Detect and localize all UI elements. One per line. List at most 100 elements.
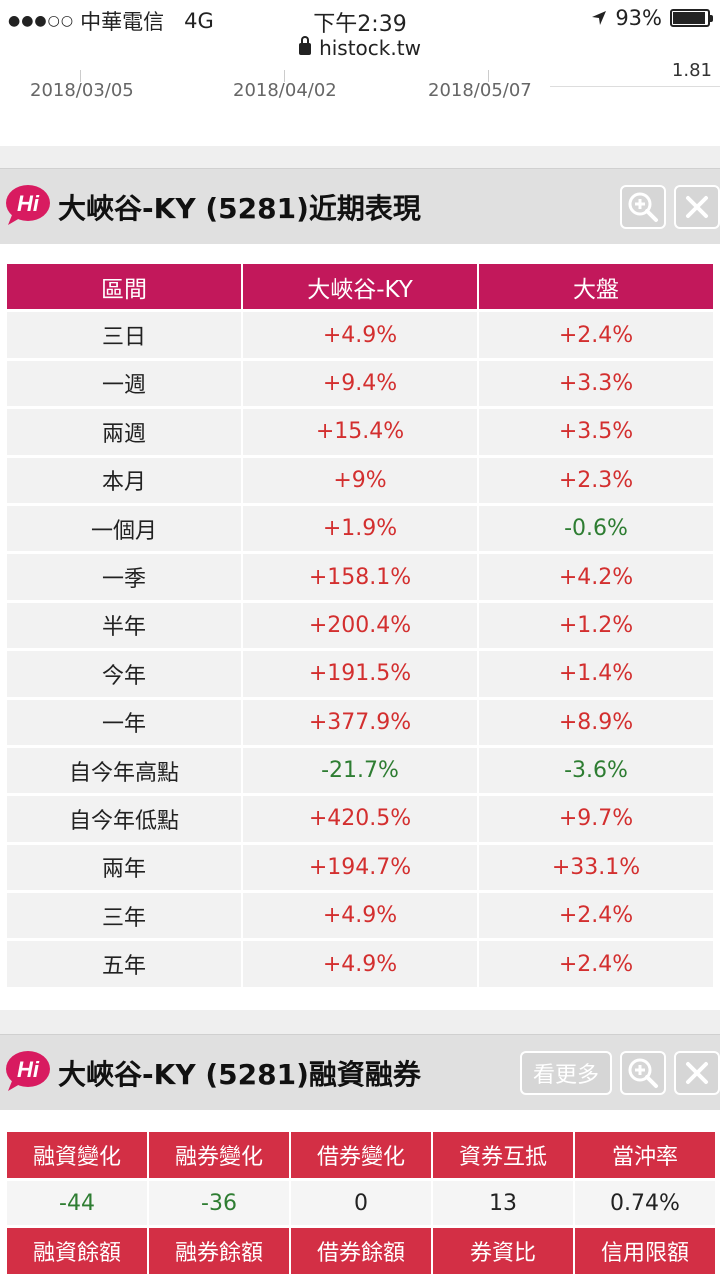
histock-logo-icon: Hi <box>6 185 50 225</box>
table-row: 一個月 +1.9% -0.6% <box>6 505 716 554</box>
magnifier-plus-icon <box>628 192 658 222</box>
column-header: 大盤 <box>479 264 713 310</box>
stock-change-cell: +191.5% <box>243 651 477 697</box>
market-change-cell: +3.5% <box>479 409 713 455</box>
table-row: 自今年低點 +420.5% +9.7% <box>6 796 716 844</box>
stock-change-cell: +15.4% <box>243 409 477 455</box>
column-header: 融券變化 <box>149 1132 289 1178</box>
period-cell: 三日 <box>7 312 241 358</box>
table-cell: 0 <box>291 1181 431 1225</box>
table-row: 兩年 +194.7% +33.1% <box>6 844 716 893</box>
column-header: 融券餘額 <box>149 1228 289 1274</box>
address-bar[interactable]: histock.tw <box>0 36 720 60</box>
battery-icon <box>670 9 713 27</box>
market-change-cell: +1.2% <box>479 602 713 649</box>
close-icon <box>686 196 708 218</box>
column-header: 當沖率 <box>575 1132 715 1178</box>
table-row: 一季 +158.1% +4.2% <box>6 554 716 602</box>
svg-text:Hi: Hi <box>17 191 40 216</box>
period-cell: 半年 <box>7 602 241 649</box>
chart-tick <box>488 70 489 82</box>
market-change-cell: +4.2% <box>479 554 713 600</box>
table-row: 一年 +377.9% +8.9% <box>6 699 716 748</box>
see-more-button[interactable]: 看更多 <box>520 1051 612 1095</box>
column-header: 借券變化 <box>291 1132 431 1178</box>
status-bar: ●●●○○ 中華電信 4G 下午2:39 histock.tw 93% <box>0 0 720 70</box>
stock-change-cell: +4.9% <box>243 893 477 939</box>
table-cell: -44 <box>7 1181 147 1225</box>
market-change-cell: +2.4% <box>479 893 713 939</box>
market-change-cell: +2.4% <box>479 941 713 987</box>
price-chart-bottom: 2018/03/05 2018/04/02 2018/05/07 1.81 <box>0 60 720 146</box>
market-change-cell: +1.4% <box>479 651 713 697</box>
column-header: 區間 <box>7 264 241 310</box>
lock-icon <box>299 36 312 55</box>
carrier-info: ●●●○○ 中華電信 4G <box>8 6 214 36</box>
period-cell: 今年 <box>7 651 241 697</box>
market-change-cell: +2.4% <box>479 312 713 358</box>
table-cell: 0.74% <box>575 1181 715 1225</box>
period-cell: 自今年高點 <box>7 747 241 794</box>
stock-change-cell: +158.1% <box>243 554 477 600</box>
period-cell: 兩週 <box>7 409 241 455</box>
stock-change-cell: +4.9% <box>243 312 477 358</box>
period-cell: 三年 <box>7 893 241 939</box>
magnifier-plus-icon <box>628 1058 658 1088</box>
market-change-cell: +9.7% <box>479 796 713 842</box>
battery-percent: 93% <box>615 6 662 30</box>
period-cell: 本月 <box>7 457 241 503</box>
table-row: 半年 +200.4% +1.2% <box>6 602 716 651</box>
chart-date-label: 2018/03/05 <box>30 80 134 101</box>
table-cell: -36 <box>149 1181 289 1225</box>
stock-change-cell: +200.4% <box>243 602 477 649</box>
table-row: 本月 +9% +2.3% <box>6 457 716 506</box>
column-header: 券資比 <box>433 1228 573 1274</box>
table-header-row: 融資餘額 融券餘額 借券餘額 券資比 信用限額 <box>6 1228 716 1277</box>
table-row: 兩週 +15.4% +3.5% <box>6 409 716 457</box>
close-icon <box>686 1062 708 1084</box>
table-row: -44 -36 0 13 0.74% <box>6 1181 716 1228</box>
chart-axis-line <box>550 86 720 87</box>
section-title: 大峽谷-KY (5281)融資融券 <box>58 1058 421 1091</box>
stock-change-cell: +194.7% <box>243 844 477 891</box>
stock-change-cell: -21.7% <box>243 747 477 794</box>
column-header: 借券餘額 <box>291 1228 431 1274</box>
column-header: 融資餘額 <box>7 1228 147 1274</box>
column-header: 大峽谷-KY <box>243 264 477 310</box>
stock-change-cell: +9.4% <box>243 360 477 407</box>
market-change-cell: -3.6% <box>479 747 713 794</box>
carrier-name: 中華電信 <box>80 10 165 34</box>
table-row: 五年 +4.9% +2.4% <box>6 941 716 989</box>
period-cell: 一年 <box>7 699 241 745</box>
period-cell: 一季 <box>7 554 241 600</box>
table-row: 一週 +9.4% +3.3% <box>6 360 716 409</box>
market-change-cell: -0.6% <box>479 505 713 552</box>
stock-change-cell: +9% <box>243 457 477 503</box>
chart-value-label: 1.81 <box>671 60 712 81</box>
period-cell: 一個月 <box>7 505 241 552</box>
performance-header: Hi 大峽谷-KY (5281)近期表現 <box>0 168 720 244</box>
table-cell: 13 <box>433 1181 573 1225</box>
period-cell: 兩年 <box>7 844 241 891</box>
clock: 下午2:39 <box>313 12 407 37</box>
margin-header: Hi 大峽谷-KY (5281)融資融券 看更多 <box>0 1034 720 1110</box>
network-type: 4G <box>184 9 214 33</box>
table-header-row: 區間 大峽谷-KY 大盤 <box>6 264 716 312</box>
section-title: 大峽谷-KY (5281)近期表現 <box>58 192 421 225</box>
zoom-button[interactable] <box>620 1051 666 1095</box>
market-change-cell: +8.9% <box>479 699 713 745</box>
close-button[interactable] <box>674 1051 720 1095</box>
zoom-button[interactable] <box>620 185 666 229</box>
market-change-cell: +3.3% <box>479 360 713 407</box>
chart-tick <box>80 70 81 82</box>
close-button[interactable] <box>674 185 720 229</box>
period-cell: 一週 <box>7 360 241 407</box>
url-text: histock.tw <box>319 36 421 60</box>
margin-table: 融資變化 融券變化 借券變化 資券互抵 當沖率 -44 -36 0 13 0.7… <box>6 1132 716 1277</box>
chart-tick <box>284 70 285 82</box>
market-change-cell: +33.1% <box>479 844 713 891</box>
stock-change-cell: +4.9% <box>243 941 477 987</box>
chart-date-label: 2018/05/07 <box>428 80 532 101</box>
histock-logo-icon: Hi <box>6 1051 50 1091</box>
stock-change-cell: +1.9% <box>243 505 477 552</box>
